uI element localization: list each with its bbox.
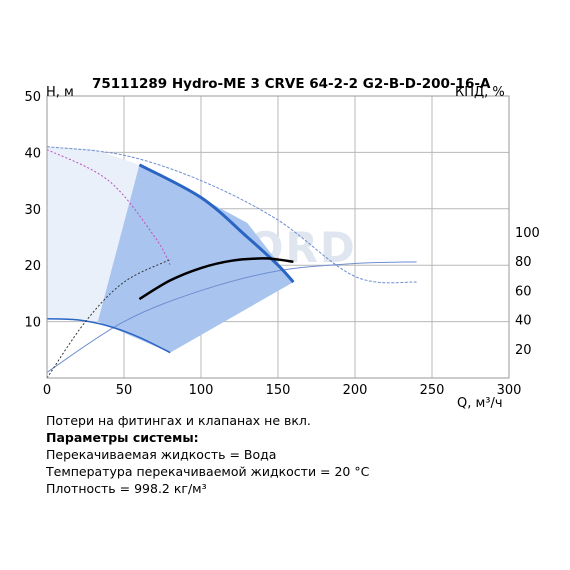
chart-areas xyxy=(47,146,294,353)
y-tick-label: 10 xyxy=(24,316,41,331)
system-params-heading: Параметры системы: xyxy=(46,430,199,445)
x-tick-label: 100 xyxy=(189,383,214,398)
full-speed-curve xyxy=(46,146,417,284)
plot-frame xyxy=(46,95,510,379)
note-temperature: Температура перекачиваемой жидкости = 20… xyxy=(46,464,370,479)
x-tick-label: 50 xyxy=(116,383,133,398)
x-axis-label-flow: Q, м³/ч xyxy=(457,396,503,411)
y2-tick-label: 100 xyxy=(515,226,540,241)
y2-tick-label: 60 xyxy=(515,284,532,299)
system-curve xyxy=(46,259,171,379)
y2-tick-label: 20 xyxy=(515,343,532,358)
y-tick-label: 30 xyxy=(24,203,41,218)
efficiency-curve xyxy=(138,257,294,301)
operating-area xyxy=(97,164,294,353)
chart-curves xyxy=(46,146,417,379)
system-notes: Потери на фитингах и клапанах не вкл. Па… xyxy=(46,412,369,497)
y2-tick-label: 80 xyxy=(515,255,532,270)
y-axis-label-efficiency: КПД, % xyxy=(455,85,505,100)
power-curve xyxy=(46,261,417,373)
note-density: Плотность = 998.2 кг/м³ xyxy=(46,481,207,496)
y-tick-label: 40 xyxy=(24,146,41,161)
y2-tick-label: 40 xyxy=(515,314,532,329)
x-tick-label: 150 xyxy=(266,383,291,398)
note-liquid: Перекачиваемая жидкость = Вода xyxy=(46,447,277,462)
x-tick-label: 0 xyxy=(43,383,51,398)
note-fittings: Потери на фитингах и клапанах не вкл. xyxy=(46,413,311,428)
x-tick-label: 250 xyxy=(420,383,445,398)
y-tick-label: 20 xyxy=(24,259,41,274)
y-tick-label: 50 xyxy=(24,90,41,105)
y-axis-label-head: H, м xyxy=(46,85,74,100)
min-speed-curve xyxy=(46,318,171,354)
max-head-curve xyxy=(138,163,295,284)
chart-ticks: 0 50 100 150 200 250 300 10 20 30 40 50 20 40 60 80 100 xyxy=(24,90,539,398)
x-tick-label: 300 xyxy=(497,383,522,398)
magenta-curve xyxy=(46,149,171,266)
x-tick-label: 200 xyxy=(343,383,368,398)
light-region xyxy=(47,146,140,322)
chart-title: 75111289 Hydro-ME 3 CRVE 64-2-2 G2-B-D-2… xyxy=(92,76,491,92)
